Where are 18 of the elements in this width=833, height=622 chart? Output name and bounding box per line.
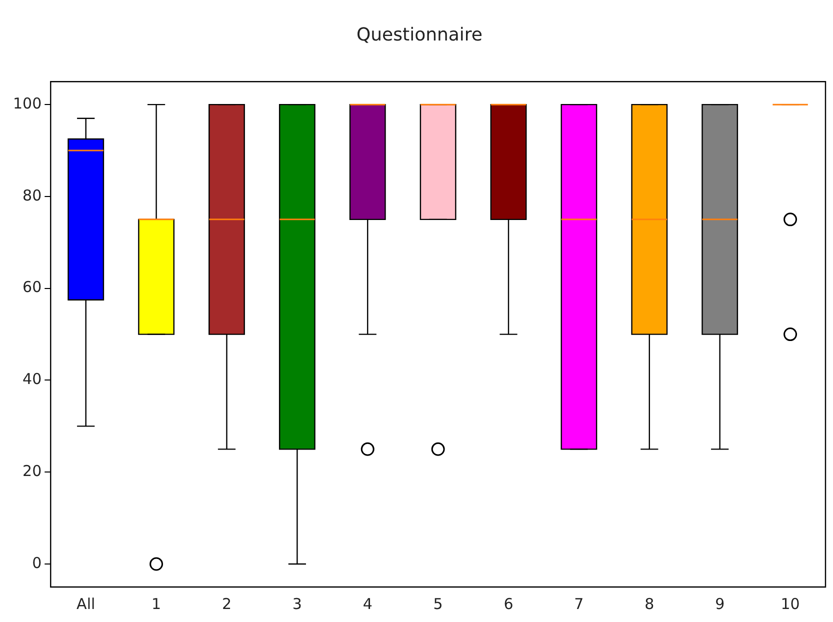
y-tick-label: 20: [22, 462, 42, 480]
x-tick-label: 2: [222, 594, 232, 613]
y-tick-label: 100: [12, 94, 42, 112]
y-tick-label: 60: [22, 278, 42, 296]
x-tick-label: All: [76, 594, 96, 613]
x-tick-label: 6: [504, 594, 514, 613]
y-tick-label: 40: [22, 370, 42, 388]
y-tick-label: 80: [22, 186, 42, 204]
x-tick-label: 7: [574, 594, 584, 613]
x-tick-label: 8: [644, 594, 654, 613]
x-tick-label: 1: [152, 594, 162, 613]
x-tick-label: 5: [433, 594, 443, 613]
y-tick-label: 0: [32, 554, 42, 572]
x-tick-label: 3: [292, 594, 302, 613]
x-tick-label: 9: [715, 594, 725, 613]
chart-title: Questionnaire: [356, 24, 483, 46]
x-tick-label: 4: [362, 594, 372, 613]
x-tick-label: 10: [780, 594, 800, 613]
